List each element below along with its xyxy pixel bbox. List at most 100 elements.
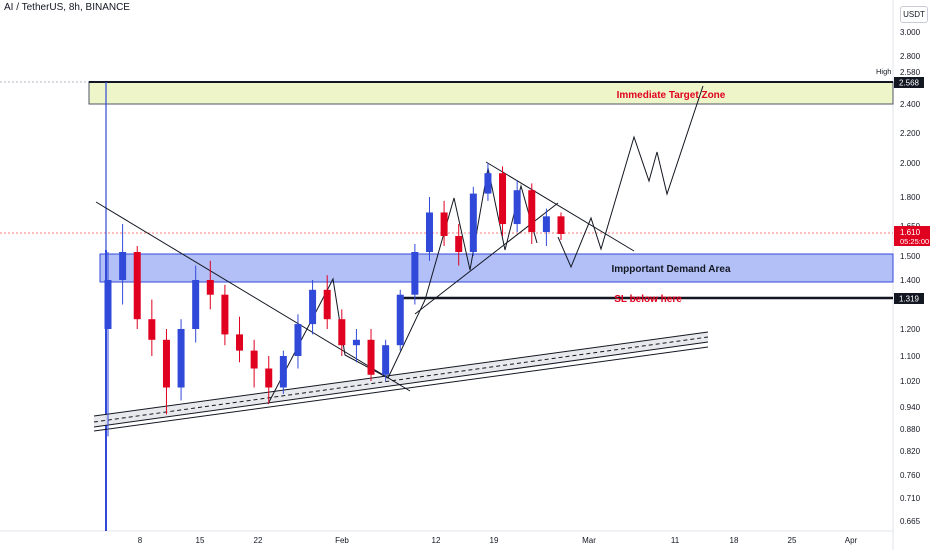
candle-body [367,339,375,375]
price-tick-label: 1.400 [900,276,921,285]
time-tick-label: 11 [671,536,680,545]
candle [294,314,302,369]
candle [455,224,463,266]
channel-lower-line[interactable] [93,341,709,428]
channel-upper-line[interactable] [93,331,709,417]
demand-zone[interactable] [99,253,894,283]
currency-badge[interactable]: USDT [900,6,928,23]
candle-body [250,350,258,369]
candle [119,224,127,305]
candle-body [206,280,214,295]
candle [309,280,317,335]
time-tick-label: 15 [196,536,205,545]
target-zone[interactable] [88,81,894,105]
candle-body [542,216,550,232]
price-tick-label: 1.100 [900,352,921,361]
projection-path [557,85,704,269]
high-price-badge [894,77,924,88]
time-tick-label: 18 [730,536,739,545]
price-axis-labels: 3.0002.8002.5802.4002.2002.0001.8001.650… [900,28,921,526]
candle [352,329,360,363]
stop-loss-badge [894,293,924,304]
current-price-badge [894,226,930,246]
price-tick-label: 1.500 [900,252,921,261]
candle-body [528,190,536,232]
candle-body [133,252,141,320]
price-tick-label: 2.580 [900,68,921,77]
candle [177,319,185,401]
candle-body [352,339,360,346]
candle-body [265,368,273,388]
channel-mid-line [93,336,709,423]
price-tick-label: 0.760 [900,471,921,480]
high-price-value: 2.568 [899,79,920,88]
price-tick-label: 1.200 [900,325,921,334]
candle [221,284,229,346]
candle [338,309,346,356]
target-zone-label: Immediate Target Zone [617,90,726,101]
candle-body [192,280,200,329]
candle [469,186,477,256]
candle [396,289,404,351]
time-tick-label: Mar [582,536,596,545]
candle-body [338,319,346,346]
time-tick-label: 22 [254,536,263,545]
price-tick-label: 1.800 [900,193,921,202]
candle [425,197,433,261]
current-price-value: 1.610 [900,228,921,237]
bar-countdown: 05:25:00 [900,237,929,246]
time-tick-label: 19 [490,536,499,545]
candle-body [499,173,507,225]
candle [265,356,273,404]
candle-body [323,289,331,320]
price-tick-label: 2.800 [900,52,921,61]
candle-body [104,280,112,329]
candle-body [396,294,404,346]
candle [104,252,112,437]
candle [367,329,375,381]
candle-body [162,339,170,388]
symbol-title: AI / TetherUS, 8h, BINANCE [4,2,130,13]
candle-body [221,294,229,335]
candle-body [455,236,463,252]
candle [250,339,258,388]
channel-bottom-line [93,346,709,432]
candle-body [148,319,156,340]
candle [279,350,287,394]
candle [133,246,141,329]
price-tick-label: 3.000 [900,28,921,37]
price-tick-label: 0.880 [900,425,921,434]
candle [513,180,521,232]
candle-body [279,356,287,388]
candle [499,166,507,236]
price-tick-label: 2.200 [900,129,921,138]
candle [411,244,419,305]
demand-zone-label: Impportant Demand Area [611,264,731,275]
candle-body [469,193,477,252]
candle [528,183,536,244]
price-tick-label: 1.020 [900,377,921,386]
candle [484,163,492,201]
wedge-upper-line[interactable] [485,161,635,252]
stop-loss-label: SL below here [614,294,682,305]
time-axis-labels: 8 15 22 Feb 12 19 Mar 11 18 25 Apr [138,536,858,545]
price-tick-label: 2.400 [900,100,921,109]
descending-trendline[interactable] [95,201,411,392]
candle [148,299,156,356]
candle [236,316,244,363]
candle-body [382,345,390,375]
candle-body [294,324,302,356]
candle [382,339,390,381]
candle [440,200,448,246]
candle [162,329,170,415]
candle-body [513,190,521,225]
candle-body [557,216,565,234]
candle [206,260,214,310]
candle-body [177,329,185,388]
candle-body [425,212,433,252]
candle-body [484,173,492,194]
time-tick-label: Feb [335,536,349,545]
price-tick-label: 0.820 [900,447,921,456]
